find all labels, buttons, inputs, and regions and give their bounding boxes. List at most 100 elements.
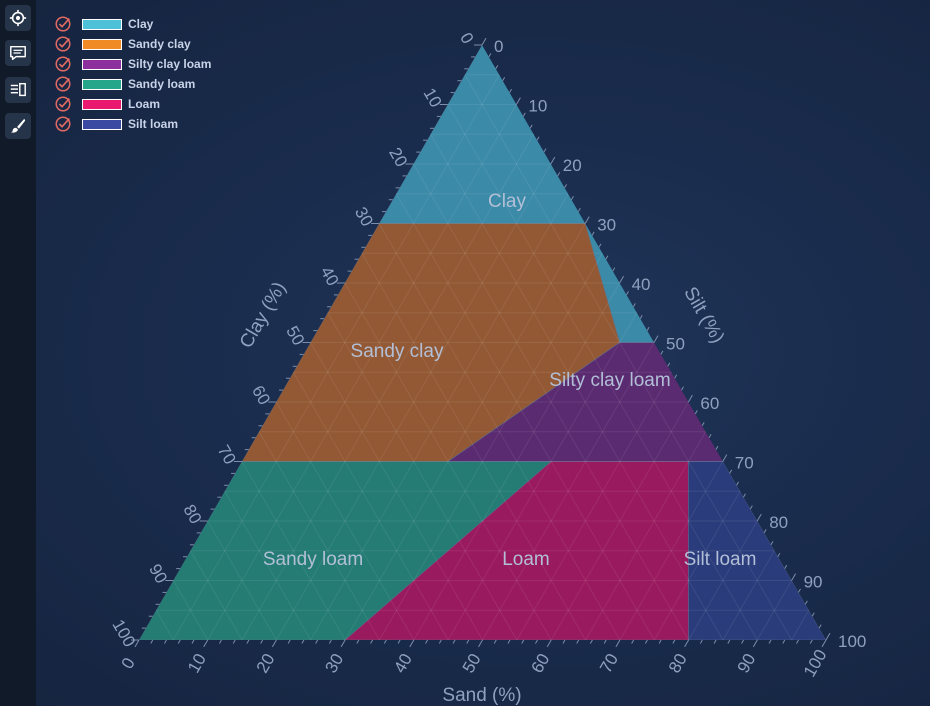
grid-line-silt — [310, 342, 483, 641]
legend-label: Clay — [128, 17, 154, 31]
region-label-silty-clay-loam: Silty clay loam — [549, 370, 670, 391]
silt-tick — [736, 481, 739, 486]
sand-tick — [493, 639, 497, 644]
grid-line-sand — [619, 461, 724, 641]
silt-tick — [749, 505, 753, 510]
regions-layer — [139, 45, 826, 640]
check-circle-icon — [55, 76, 71, 92]
sand-tick — [782, 639, 786, 644]
silt-tick — [626, 291, 629, 296]
silt-tick-label: 30 — [597, 216, 616, 235]
grid-line-sand — [241, 134, 535, 641]
sand-tick — [535, 639, 538, 644]
grid-line-sand — [585, 431, 707, 641]
sand-tick — [752, 639, 758, 648]
silt-tick — [818, 624, 822, 629]
grid-line-sand — [379, 253, 603, 641]
silt-tick — [811, 612, 815, 617]
sand-tick — [397, 639, 401, 644]
grid-line-silt — [378, 223, 621, 641]
sand-tick — [383, 639, 387, 644]
grid-line-sand — [310, 193, 569, 641]
sand-tick — [232, 639, 236, 644]
silt-tick-label: 60 — [700, 394, 719, 413]
sand-tick — [809, 639, 813, 644]
sand-tick — [741, 639, 744, 644]
legend-swatch — [82, 78, 122, 90]
grid-line-sand — [756, 580, 793, 641]
silt-tick-label: 10 — [528, 97, 547, 116]
silt-tick — [791, 573, 797, 581]
legend-item-sandy-clay[interactable]: Sandy clay — [54, 34, 211, 54]
silt-tick — [536, 136, 540, 141]
sand-tick — [521, 639, 525, 644]
sand-tick-label: 70 — [596, 650, 622, 676]
grid-line-sand — [722, 550, 775, 641]
sand-tick — [631, 639, 635, 644]
sand-tick — [603, 639, 607, 644]
legend-item-silt-loam[interactable]: Silt loam — [54, 114, 211, 134]
region-label-loam: Loam — [502, 549, 550, 570]
sand-tick — [177, 639, 181, 644]
silt-tick — [598, 243, 602, 248]
grid-line-sand — [447, 312, 638, 641]
grid-line-sand — [688, 520, 758, 641]
legend-swatch — [82, 18, 122, 30]
sand-tick — [134, 639, 140, 648]
sand-tick-label: 10 — [184, 650, 210, 676]
sand-tick — [260, 639, 264, 644]
silt-tick — [763, 529, 767, 534]
list-panel-icon — [10, 82, 26, 97]
silt-tick-label: 40 — [632, 275, 651, 294]
sand-tick — [315, 639, 319, 644]
legend-swatch — [82, 98, 122, 110]
legend-item-sandy-loam[interactable]: Sandy loam — [54, 74, 211, 94]
panels-button[interactable] — [5, 77, 31, 103]
silt-tick — [674, 374, 678, 379]
legend-item-silty-clay-loam[interactable]: Silty clay loam — [54, 54, 211, 74]
clay-axis-title: Clay (%) — [236, 278, 291, 352]
sand-tick — [301, 639, 305, 644]
silt-tick — [804, 600, 808, 605]
check-circle-icon — [55, 96, 71, 112]
sand-tick-label: 40 — [390, 650, 416, 676]
grid-line-sand — [516, 372, 672, 641]
axes-layer — [131, 37, 831, 648]
silt-tick — [577, 207, 581, 212]
check-circle-icon — [55, 16, 71, 32]
grid-line-silt — [241, 461, 346, 641]
toggle-legend-button[interactable] — [5, 40, 31, 66]
grid-line-sand — [653, 491, 741, 641]
sand-tick — [672, 639, 676, 644]
silt-tick-label: 90 — [804, 573, 823, 592]
theme-button[interactable] — [5, 113, 31, 139]
grid-line-silt — [344, 282, 552, 641]
silt-tick — [522, 112, 526, 117]
silt-tick-label: 50 — [666, 335, 685, 354]
silt-tick — [777, 552, 781, 557]
sand-tick-label: 20 — [253, 650, 279, 676]
legend-label: Silt loam — [128, 117, 179, 131]
silt-tick — [660, 350, 664, 355]
grid-line-silt — [275, 401, 415, 641]
grid-line-silt — [464, 74, 793, 641]
sand-tick-label: 30 — [321, 650, 347, 676]
region-label-sandy-clay: Sandy clay — [351, 341, 444, 362]
sand-tick — [562, 639, 566, 644]
sand-tick — [644, 639, 648, 644]
silt-tick — [591, 231, 595, 236]
sand-tick — [727, 639, 731, 644]
sand-tick — [478, 639, 483, 648]
legend-item-clay[interactable]: Clay — [54, 14, 211, 34]
legend-item-loam[interactable]: Loam — [54, 94, 211, 114]
zoom-to-fit-button[interactable] — [5, 5, 31, 31]
silt-tick — [708, 433, 712, 438]
sand-tick-label: 80 — [665, 650, 691, 676]
sand-tick — [191, 639, 195, 644]
sand-tick — [409, 639, 415, 648]
sand-tick — [271, 639, 277, 648]
silt-tick — [715, 445, 719, 450]
sand-tick — [684, 639, 690, 648]
grid-line-sand — [482, 342, 655, 641]
silt-tick — [495, 65, 499, 70]
